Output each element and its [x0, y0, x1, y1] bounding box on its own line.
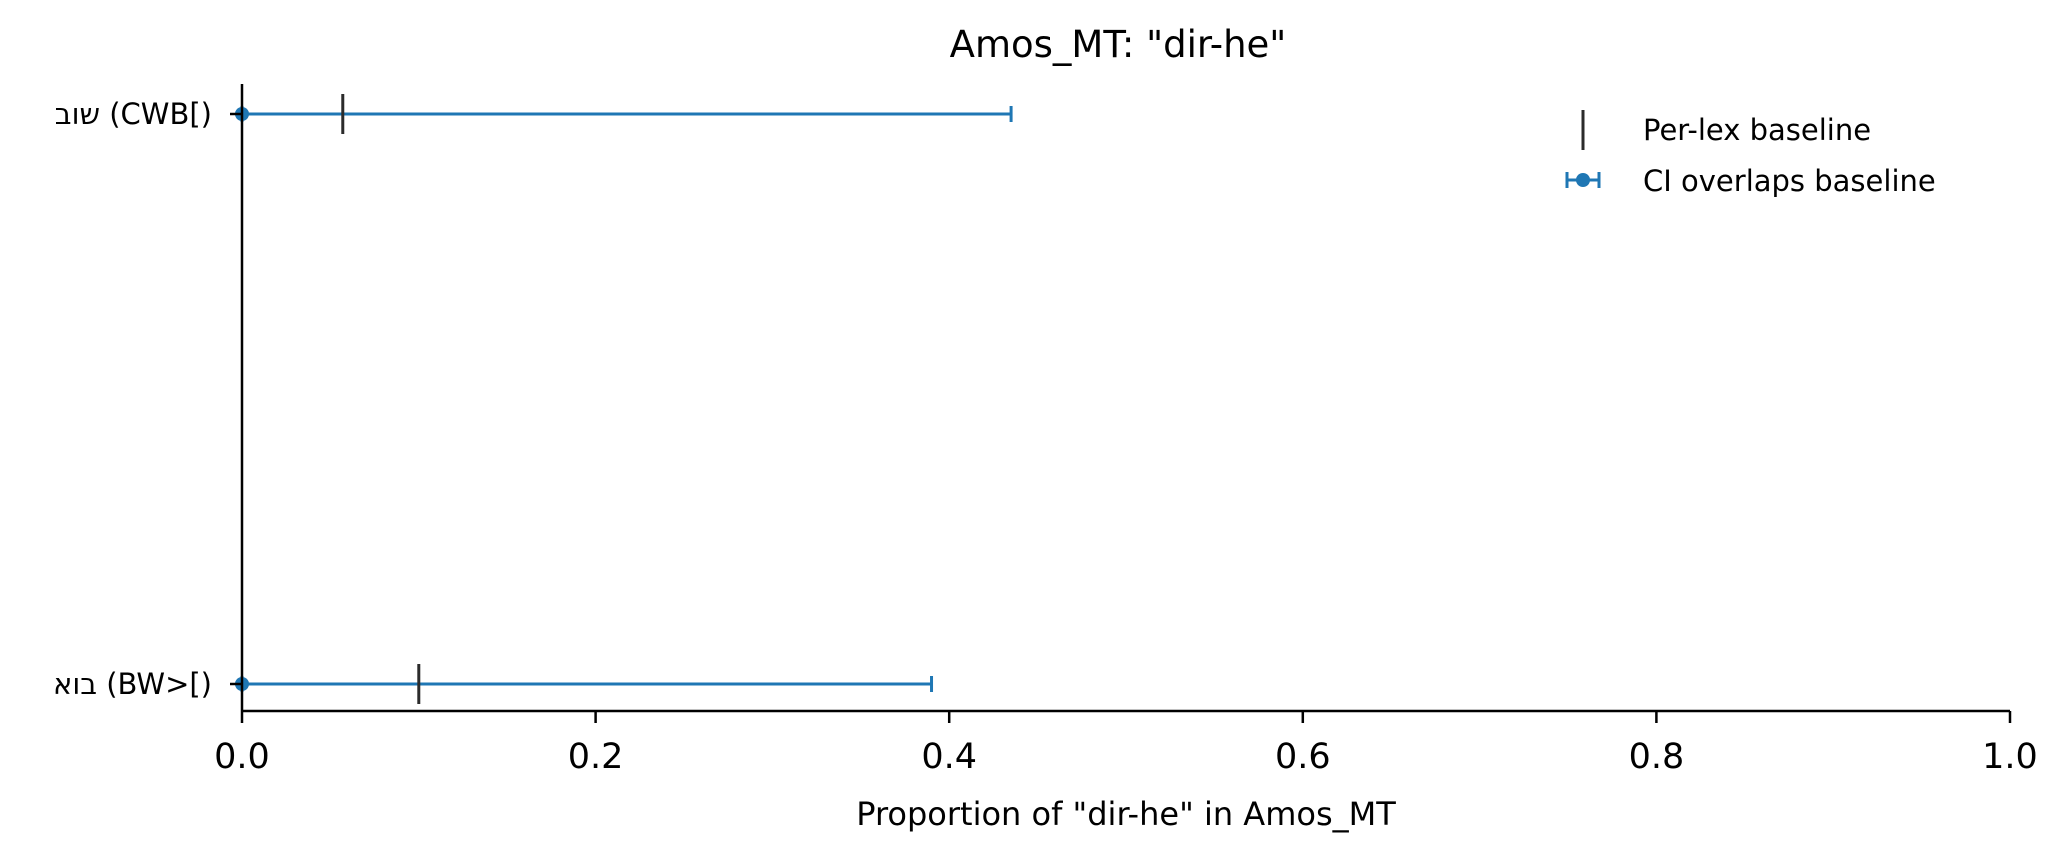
x-tick-label: 0.6 [1275, 737, 1331, 777]
chart-title: Amos_MT: "dir-he" [950, 23, 1287, 66]
legend-label-ci: CI overlaps baseline [1643, 164, 1936, 198]
legend-label-baseline: Per-lex baseline [1643, 113, 1871, 147]
y-tick-label: בוא (BW>[) [53, 667, 212, 701]
x-tick-label: 0.4 [921, 737, 977, 777]
x-ticks: 0.0 0.2 0.4 0.6 0.8 1.0 [214, 711, 2038, 777]
x-tick-label: 0.2 [568, 737, 624, 777]
legend: Per-lex baseline CI overlaps baseline [1565, 110, 1936, 198]
plot-marks [235, 94, 1013, 704]
x-axis-label: Proportion of "dir-he" in Amos_MT [856, 795, 1396, 833]
y-tick-label: שוב (CWB[) [55, 97, 212, 131]
legend-ci-marker [1576, 173, 1590, 187]
y-ticks: שוב (CWB[) בוא (BW>[) [53, 97, 242, 701]
x-tick-label: 1.0 [1982, 737, 2038, 777]
x-tick-label: 0.8 [1629, 737, 1685, 777]
x-tick-label: 0.0 [214, 737, 270, 777]
